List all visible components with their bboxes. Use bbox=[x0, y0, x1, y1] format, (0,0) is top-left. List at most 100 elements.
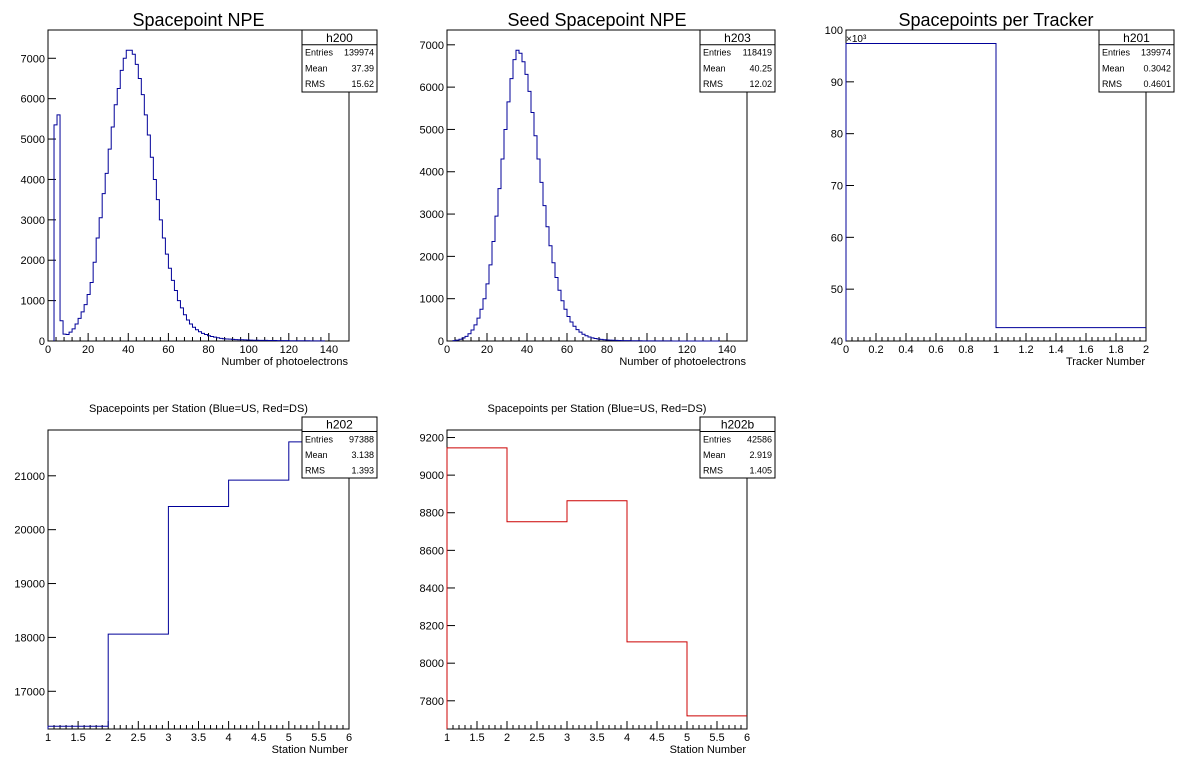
y-tick-label: 8800 bbox=[420, 508, 444, 520]
x-tick-label: 4 bbox=[226, 732, 232, 744]
stats-value: 42586 bbox=[747, 434, 772, 444]
histogram-line bbox=[452, 49, 720, 342]
x-tick-label: 20 bbox=[82, 344, 94, 356]
y-tick-label: 2000 bbox=[420, 251, 444, 263]
histogram-bin bbox=[576, 330, 579, 341]
x-tick-label: 80 bbox=[202, 344, 214, 356]
histogram-bin bbox=[186, 320, 189, 341]
histogram-bin bbox=[618, 340, 621, 341]
histogram-bin bbox=[534, 136, 537, 341]
y-tick-label: 19000 bbox=[14, 579, 45, 591]
histogram-bin bbox=[600, 339, 603, 341]
histogram-bin bbox=[205, 335, 208, 341]
histogram-bin bbox=[93, 262, 96, 341]
x-tick-label: 40 bbox=[122, 344, 134, 356]
x-tick-label: 100 bbox=[239, 344, 257, 356]
histogram-bin bbox=[588, 337, 591, 341]
histogram-bin bbox=[687, 716, 747, 729]
histogram-bin bbox=[468, 334, 471, 341]
histogram-bin bbox=[495, 216, 498, 341]
histogram-bin bbox=[208, 336, 211, 341]
histogram-bin bbox=[522, 62, 525, 341]
x-tick-label: 140 bbox=[320, 344, 338, 356]
y-tick-label: 0 bbox=[39, 336, 45, 348]
chart-title: Spacepoints per Station (Blue=US, Red=DS… bbox=[89, 403, 308, 415]
histogram-bin bbox=[477, 318, 480, 341]
histogram-bin bbox=[459, 339, 462, 341]
stats-value: 1.405 bbox=[749, 465, 772, 475]
stats-label: Mean bbox=[703, 63, 726, 73]
x-tick-label: 0.6 bbox=[928, 344, 943, 356]
histogram-line bbox=[53, 49, 325, 342]
y-tick-label: 9000 bbox=[420, 470, 444, 482]
y-tick-label: 5000 bbox=[21, 134, 45, 146]
chart-title: Spacepoint NPE bbox=[132, 10, 264, 30]
histogram-bin bbox=[627, 642, 687, 729]
histogram-bin bbox=[609, 340, 612, 341]
y-tick-label: 8200 bbox=[420, 621, 444, 633]
histogram-bin bbox=[54, 125, 57, 341]
x-axis-label: Station Number bbox=[670, 744, 747, 756]
histogram-bin bbox=[465, 336, 468, 341]
histogram-bin bbox=[144, 115, 147, 341]
histogram-bin bbox=[123, 58, 126, 341]
histogram-bin bbox=[229, 339, 232, 341]
x-tick-label: 2 bbox=[504, 732, 510, 744]
histogram-line bbox=[845, 43, 1146, 341]
y-tick-label: 20000 bbox=[14, 525, 45, 537]
histogram-bin bbox=[603, 340, 606, 341]
histogram-bin bbox=[247, 340, 250, 341]
x-tick-label: 1.5 bbox=[469, 732, 484, 744]
x-tick-label: 1.5 bbox=[70, 732, 85, 744]
y-tick-label: 7000 bbox=[21, 53, 45, 65]
histogram-bin bbox=[63, 334, 66, 341]
histogram-bin bbox=[262, 340, 265, 341]
histogram-bin bbox=[546, 227, 549, 341]
histogram-bin bbox=[150, 157, 153, 341]
x-tick-label: 60 bbox=[162, 344, 174, 356]
histogram-bin bbox=[531, 113, 534, 341]
histogram-bin bbox=[489, 265, 492, 341]
histogram-bin bbox=[96, 238, 99, 341]
stats-box: h200 Entries 139974 Mean 37.39 RMS 15.62 bbox=[301, 29, 378, 93]
stats-histogram-name: h202b bbox=[721, 418, 755, 432]
histogram-bin bbox=[211, 337, 214, 341]
histogram-bin bbox=[265, 340, 268, 341]
stats-box: h201 Entries 139974 Mean 0.3042 RMS 0.4601 bbox=[1098, 29, 1175, 93]
histogram-bin bbox=[108, 634, 168, 729]
histogram-bin bbox=[594, 338, 597, 341]
histogram-bin bbox=[120, 70, 123, 341]
stats-value: 15.62 bbox=[351, 79, 374, 89]
histogram-bin bbox=[540, 182, 543, 341]
x-tick-label: 2 bbox=[105, 732, 111, 744]
stats-label: Entries bbox=[703, 434, 732, 444]
x-tick-label: 0 bbox=[843, 344, 849, 356]
stats-label: Mean bbox=[1102, 63, 1125, 73]
histogram-bin bbox=[504, 129, 507, 341]
histogram-bin bbox=[229, 480, 289, 729]
histogram-bin bbox=[570, 322, 573, 341]
histogram-bin bbox=[60, 321, 63, 341]
x-tick-label: 5.5 bbox=[709, 732, 724, 744]
histogram-bin bbox=[87, 295, 90, 341]
stats-label: Mean bbox=[703, 450, 726, 460]
histogram-bin bbox=[129, 50, 132, 341]
y-tick-label: 40 bbox=[831, 336, 843, 348]
y-tick-label: 21000 bbox=[14, 471, 45, 483]
histogram-bin bbox=[159, 220, 162, 341]
stats-box: h202 Entries 97388 Mean 3.138 RMS 1.393 bbox=[301, 416, 378, 479]
histogram-bin bbox=[597, 339, 600, 341]
histogram-bin bbox=[220, 338, 223, 341]
x-tick-label: 3.5 bbox=[191, 732, 206, 744]
histogram-bin bbox=[582, 334, 585, 341]
histogram-bin bbox=[253, 340, 256, 341]
x-tick-label: 60 bbox=[561, 344, 573, 356]
y-tick-label: 0 bbox=[438, 336, 444, 348]
stats-value: 0.4601 bbox=[1143, 79, 1171, 89]
histogram-panel-1: Spacepoint NPE01000200030004000500060007… bbox=[21, 10, 378, 368]
histogram-bin bbox=[492, 242, 495, 341]
stats-label: Entries bbox=[1102, 48, 1131, 58]
histogram-bin bbox=[552, 263, 555, 341]
histogram-bin bbox=[549, 246, 552, 341]
